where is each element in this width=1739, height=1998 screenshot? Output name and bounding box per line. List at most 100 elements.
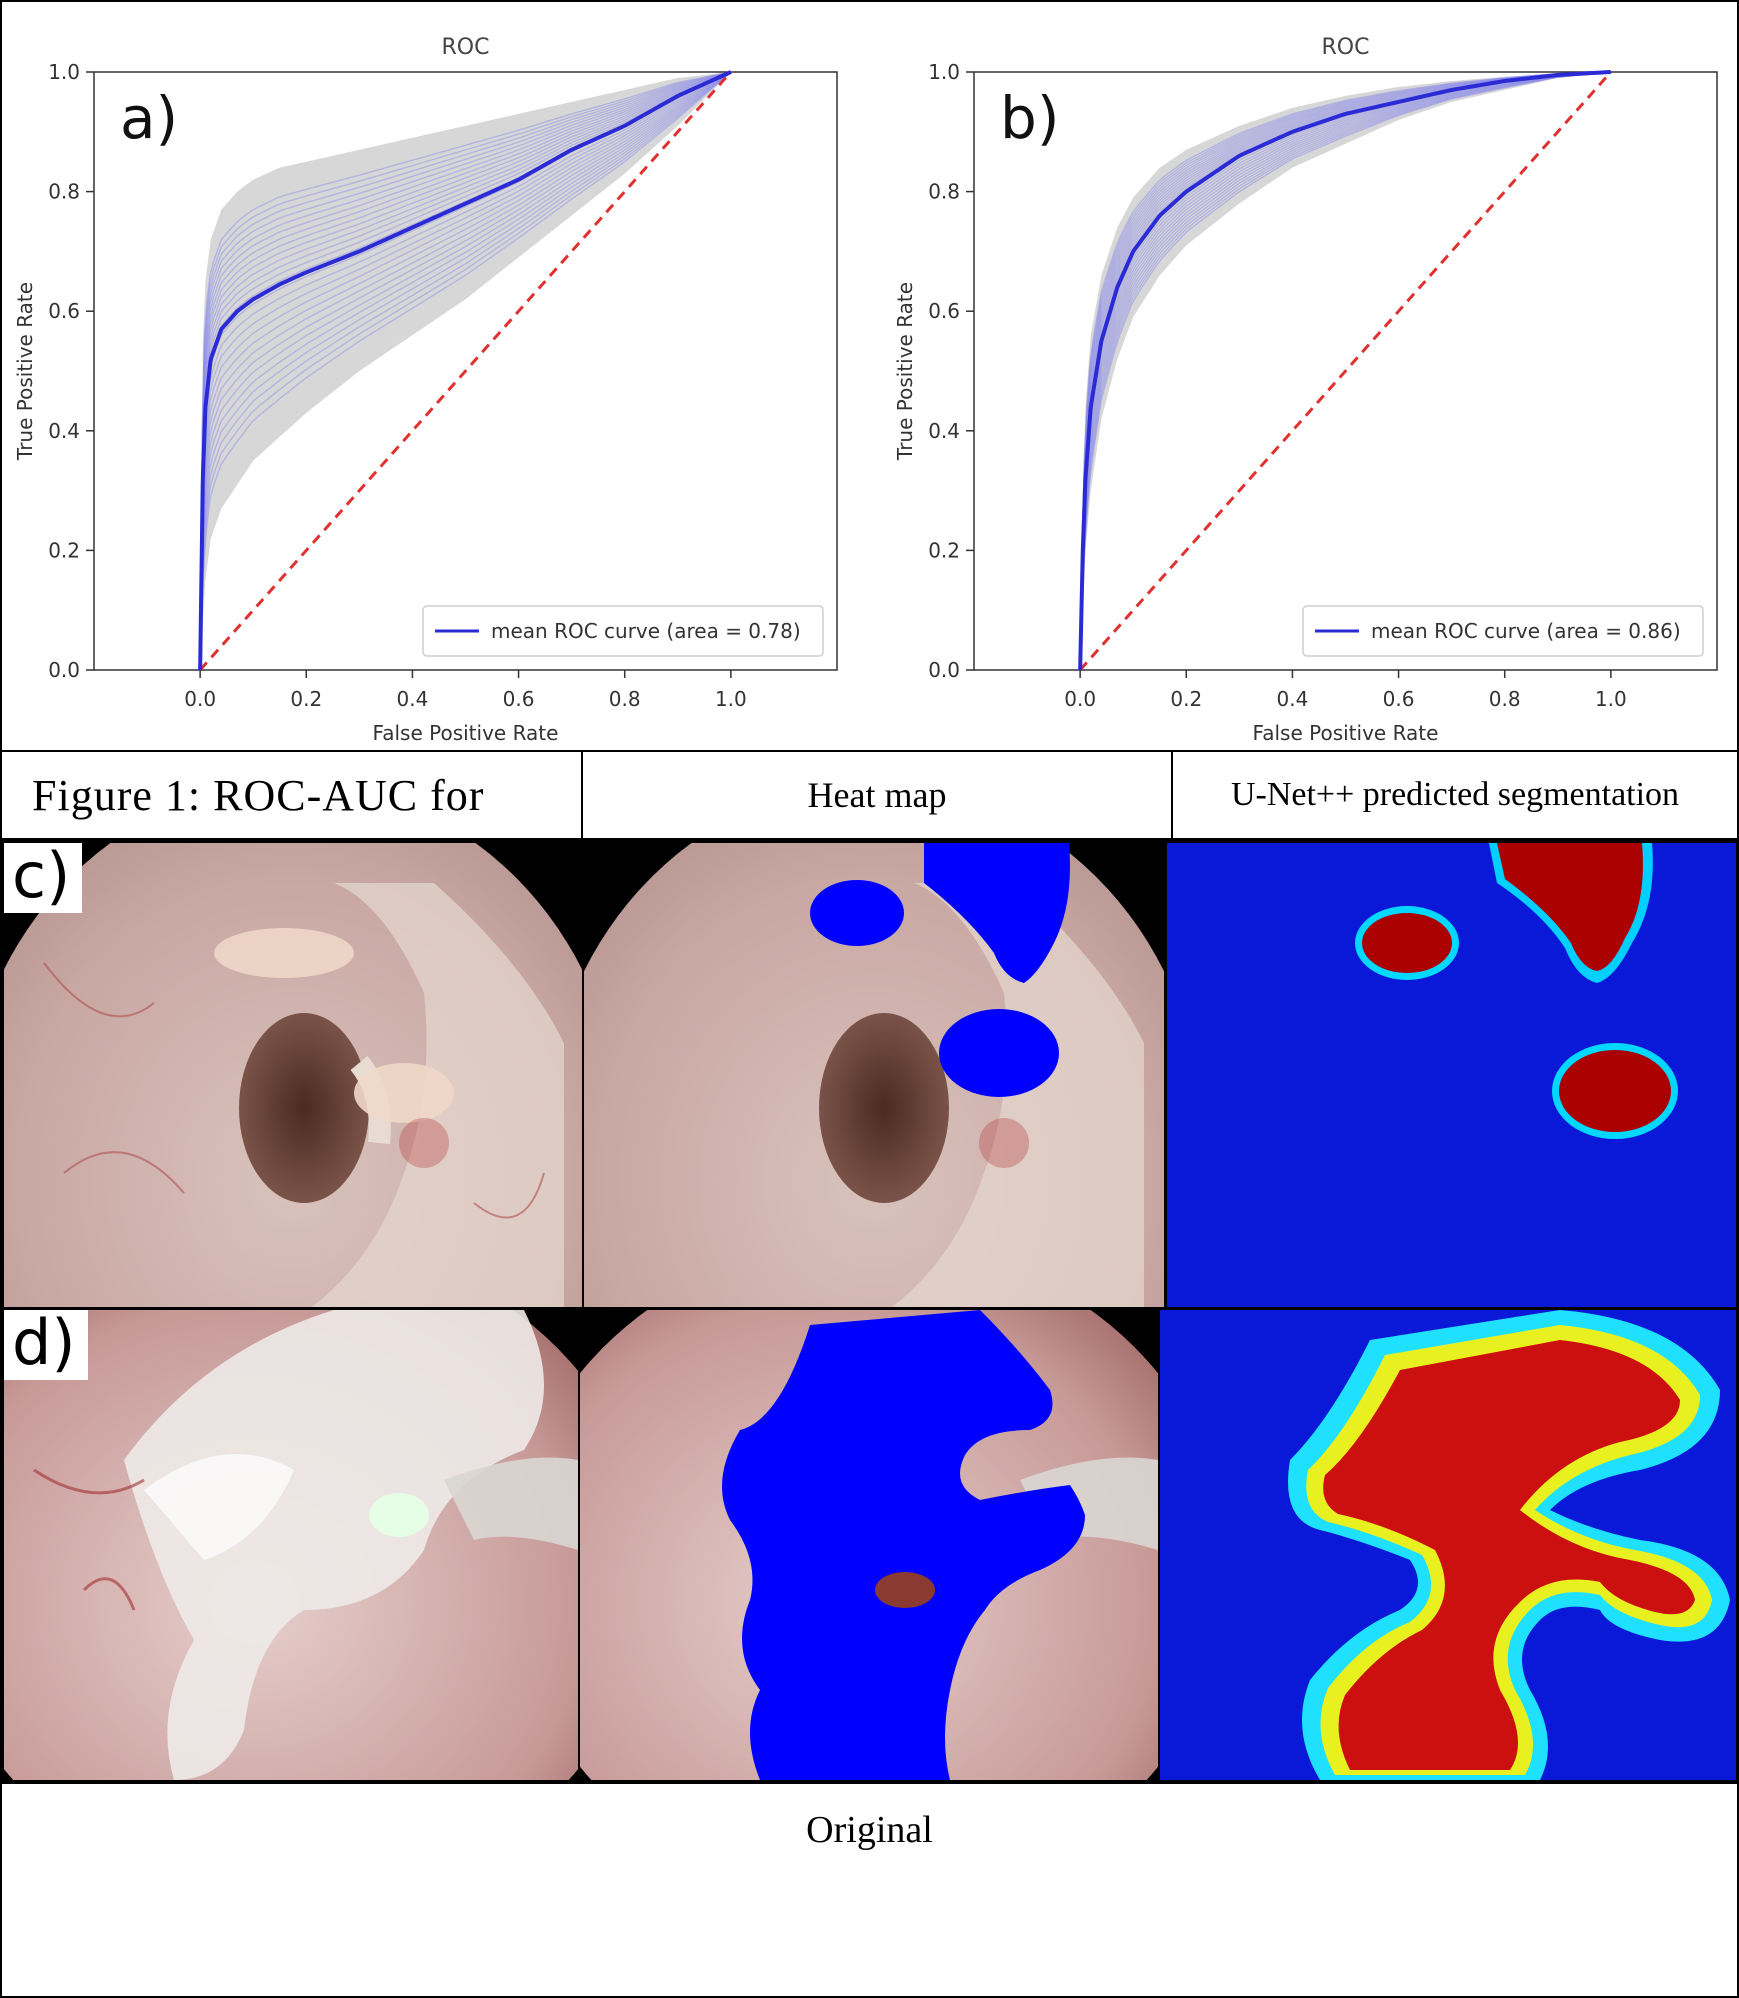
y-axis-label: True Positive Rate — [893, 282, 917, 461]
heat-map-overlay-c — [584, 843, 1164, 1307]
y-tick-label: 0.0 — [48, 658, 80, 682]
y-tick-label: 0.4 — [928, 419, 960, 443]
row-d-segmentation-image — [1160, 1310, 1736, 1780]
fold-curve — [199, 71, 732, 671]
cystoscopy-image-d1 — [4, 1310, 578, 1780]
fold-curve — [199, 71, 732, 671]
x-tick-label: 0.4 — [1277, 687, 1309, 711]
fold-curve — [1079, 71, 1611, 671]
fold-curve — [199, 71, 732, 671]
fold-curve — [1079, 71, 1611, 671]
original-label: Original — [806, 1809, 933, 1851]
row-c-heat-map-image — [584, 843, 1164, 1307]
fold-curve — [1079, 71, 1611, 671]
row-c-label: c) — [4, 843, 83, 913]
fold-curve — [199, 71, 732, 671]
fold-curve — [199, 71, 732, 671]
x-tick-label: 0.8 — [1489, 687, 1521, 711]
heat-map-overlay-d — [580, 1310, 1158, 1780]
heat-map-label: Heat map — [807, 775, 947, 815]
x-tick-label: 0.2 — [290, 687, 322, 711]
y-tick-label: 0.6 — [48, 299, 80, 323]
segmentation-map-d — [1160, 1310, 1736, 1780]
y-axis-label: True Positive Rate — [13, 282, 37, 461]
fold-curve — [199, 71, 732, 671]
chance-line — [199, 71, 732, 671]
fold-curve — [1079, 71, 1611, 671]
fold-curve — [1079, 71, 1611, 671]
fold-curve — [1079, 71, 1611, 671]
chart-title: ROC — [442, 35, 490, 60]
y-tick-label: 0.2 — [48, 538, 80, 562]
fold-curve — [199, 71, 732, 671]
x-tick-label: 0.6 — [503, 687, 535, 711]
original-caption-cell: Original — [0, 1782, 1739, 1998]
fold-curve — [199, 71, 731, 671]
fold-curve — [199, 71, 732, 671]
fold-curve — [199, 71, 732, 671]
std-band — [1080, 72, 1611, 670]
row-d-original-image: d) — [4, 1310, 578, 1780]
fold-curve — [199, 71, 732, 671]
fold-curve — [1079, 71, 1611, 671]
mean-roc-curve — [198, 70, 732, 671]
fold-curve — [199, 71, 732, 671]
fold-curve — [1079, 71, 1611, 671]
segmentation-map-c — [1167, 843, 1736, 1307]
fold-curve — [199, 71, 732, 671]
fold-curve — [199, 71, 732, 671]
fold-curve — [1079, 71, 1611, 671]
fold-curve — [199, 71, 732, 671]
x-tick-label: 0.0 — [184, 687, 216, 711]
fold-curve — [1079, 71, 1611, 671]
fold-curve — [199, 71, 732, 671]
fold-curve — [1079, 71, 1611, 671]
x-tick-label: 0.6 — [1383, 687, 1415, 711]
fold-curve — [1079, 71, 1611, 671]
y-tick-label: 1.0 — [928, 60, 960, 84]
row-d-heat-map-image — [580, 1310, 1158, 1780]
panel-label: a) — [120, 84, 178, 152]
x-axis-label: False Positive Rate — [1253, 721, 1439, 745]
segmentation-header: U-Net++ predicted segmentation — [1171, 750, 1739, 840]
mean-roc-curve — [1078, 70, 1611, 671]
fold-curve — [1079, 71, 1611, 671]
y-tick-label: 0.8 — [928, 180, 960, 204]
x-tick-label: 0.2 — [1170, 687, 1202, 711]
fold-curve — [1079, 71, 1611, 671]
figure-caption: Figure 1: ROC-AUC for — [32, 770, 485, 820]
x-tick-label: 1.0 — [715, 687, 747, 711]
x-tick-label: 0.0 — [1064, 687, 1096, 711]
fold-curve — [199, 71, 732, 671]
fold-curve — [199, 71, 732, 671]
fold-curve — [1079, 71, 1611, 671]
y-tick-label: 0.2 — [928, 538, 960, 562]
y-tick-label: 0.0 — [928, 658, 960, 682]
fold-curve — [199, 71, 732, 671]
chart-title: ROC — [1322, 35, 1370, 60]
fold-curve — [1079, 71, 1611, 671]
y-tick-label: 1.0 — [48, 60, 80, 84]
row-c-original-image: c) — [4, 843, 582, 1307]
segmentation-label: U-Net++ predicted segmentation — [1230, 776, 1680, 813]
heat-map-header: Heat map — [581, 750, 1173, 840]
row-c-segmentation-image — [1167, 843, 1736, 1307]
figure-caption-cell: Figure 1: ROC-AUC for — [0, 750, 583, 840]
fold-curve — [199, 71, 732, 671]
cystoscopy-image-c1 — [4, 843, 582, 1307]
x-tick-label: 0.4 — [397, 687, 429, 711]
fold-curve — [199, 71, 732, 671]
legend-box — [422, 605, 824, 657]
legend-box — [1302, 605, 1704, 657]
y-tick-label: 0.4 — [48, 419, 80, 443]
fold-curve — [199, 71, 732, 671]
y-tick-label: 0.6 — [928, 299, 960, 323]
panel-label: b) — [1000, 84, 1059, 152]
std-band — [200, 72, 731, 670]
row-d-label: d) — [4, 1310, 88, 1380]
fold-curve — [1079, 71, 1611, 671]
fold-curve — [199, 71, 732, 671]
x-tick-label: 0.8 — [609, 687, 641, 711]
x-axis-label: False Positive Rate — [373, 721, 559, 745]
roc-chart-a: 0.0 0.2 0.4 0.6 0.8 1.0 0.0 0.2 0.4 0.6 0.8 1.0 ROC F… — [13, 35, 838, 745]
